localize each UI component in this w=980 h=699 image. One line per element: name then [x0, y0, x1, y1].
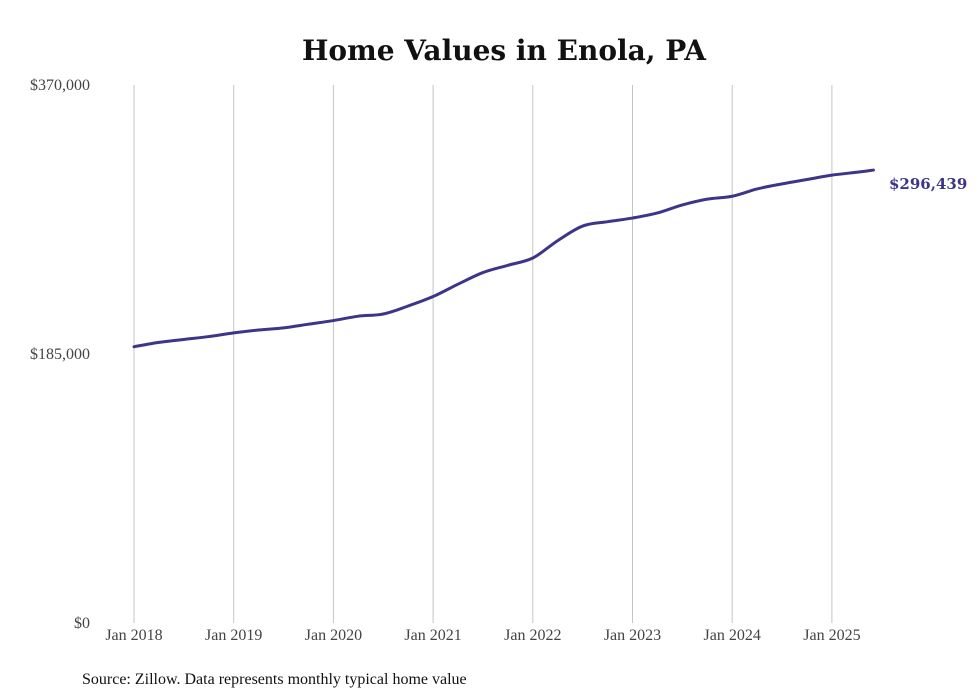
x-tick-label: Jan 2019 [205, 627, 262, 644]
y-tick-label: $185,000 [30, 346, 90, 363]
x-tick-label: Jan 2018 [105, 627, 162, 644]
grid-lines [133, 85, 833, 623]
x-tick-label: Jan 2024 [704, 627, 761, 644]
source-note: Source: Zillow. Data represents monthly … [82, 671, 467, 688]
y-tick-label: $0 [74, 615, 90, 632]
x-tick-label: Jan 2025 [803, 627, 860, 644]
y-axis: $0 $185,000 $370,000 [30, 77, 90, 632]
x-axis: Jan 2018 Jan 2019 Jan 2020 Jan 2021 Jan 2022… [105, 627, 860, 644]
y-tick-label: $370,000 [30, 77, 90, 94]
x-tick-label: Jan 2022 [504, 627, 561, 644]
chart-title: Home Values in Enola, PA [302, 34, 707, 67]
series-line [132, 168, 875, 349]
end-value-label: $296,439 [889, 175, 967, 193]
x-tick-label: Jan 2020 [305, 627, 362, 644]
x-tick-label: Jan 2023 [604, 627, 661, 644]
x-tick-label: Jan 2021 [404, 627, 461, 644]
series-layer [132, 168, 875, 349]
